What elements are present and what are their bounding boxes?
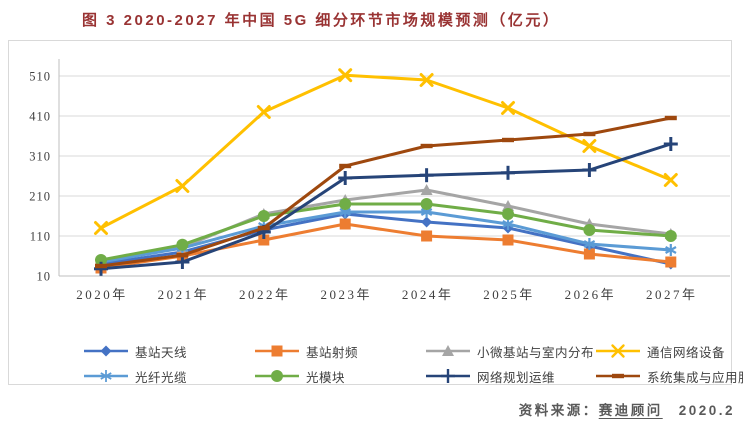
legend-plus-marker-icon (426, 369, 470, 383)
series-optical-module (95, 198, 677, 266)
legend-label: 基站天线 (135, 345, 188, 360)
legend-label: 系统集成与应用服务 (647, 370, 744, 385)
legend-circle-marker-icon (255, 370, 299, 382)
y-tick-label: 310 (29, 150, 51, 164)
legend-item-network-planning-ops: 网络规划运维 (425, 368, 595, 385)
legend-dash-marker-icon (596, 373, 640, 379)
y-tick-label: 410 (29, 110, 51, 124)
legend-label: 通信网络设备 (647, 345, 726, 360)
y-tick-label: 210 (29, 190, 51, 204)
legend-item-small-cell-indoor: 小微基站与室内分布 (425, 343, 595, 360)
legend-label: 光纤光缆 (135, 370, 188, 385)
legend-item-base-station-antenna: 基站天线 (83, 343, 254, 360)
legend-label: 网络规划运维 (477, 370, 556, 385)
source-date: 2020.2 (678, 403, 735, 418)
legend-triangle-marker-icon (426, 345, 470, 356)
figure-title: 图 3 2020-2027 年中国 5G 细分环节市场规模预测（亿元） (82, 12, 561, 29)
legend-item-system-integration-services: 系统集成与应用服务 (595, 368, 744, 385)
legend-label: 小微基站与室内分布 (477, 345, 595, 360)
chart-legend: 基站天线 基站射频 小微基站与室内分布 通信网络设备光纤光缆 光模块 网络规划运维 系统集成… (83, 343, 744, 385)
source-name-link[interactable]: 赛迪顾问 (598, 403, 663, 418)
legend-item-fiber-optic-cable: 光纤光缆 (83, 368, 254, 385)
legend-item-base-station-rf: 基站射频 (254, 343, 425, 360)
x-tick-label: 2022年 (239, 287, 291, 302)
series-network-equipment (94, 68, 678, 235)
chart-frame: 510 410 310 210 110 10 2020年 2021年 2022年 2023年 202… (8, 40, 744, 385)
x-tick-label: 2026年 (565, 287, 617, 302)
x-tick-label: 2021年 (158, 287, 210, 302)
x-tick-label: 2020年 (76, 287, 128, 302)
legend-label: 光模块 (306, 370, 346, 385)
series-system-integration-services (95, 115, 677, 269)
y-tick-label: 10 (37, 270, 52, 284)
legend-square-marker-icon (255, 345, 299, 357)
source-prefix: 资料来源： (518, 403, 599, 418)
x-tick-label: 2025年 (483, 287, 535, 302)
x-tick-label: 2023年 (320, 287, 372, 302)
legend-asterisk-marker-icon (84, 370, 128, 382)
plot-area: 510 410 310 210 110 10 2020年 2021年 2022年 2023年 202… (29, 59, 730, 302)
legend-diamond-marker-icon (84, 345, 128, 357)
y-tick-label: 510 (29, 70, 51, 84)
x-tick-label: 2027年 (646, 287, 698, 302)
legend-label: 基站射频 (306, 345, 359, 360)
legend-x-marker-icon (596, 344, 640, 358)
legend-item-optical-module: 光模块 (254, 368, 425, 385)
source-line: 资料来源：赛迪顾问 2020.2 (519, 399, 735, 419)
gridlines: 510 410 310 210 110 10 (29, 70, 730, 284)
x-tick-label: 2024年 (402, 287, 454, 302)
y-tick-label: 110 (30, 230, 51, 244)
legend-item-network-equipment: 通信网络设备 (595, 343, 744, 360)
